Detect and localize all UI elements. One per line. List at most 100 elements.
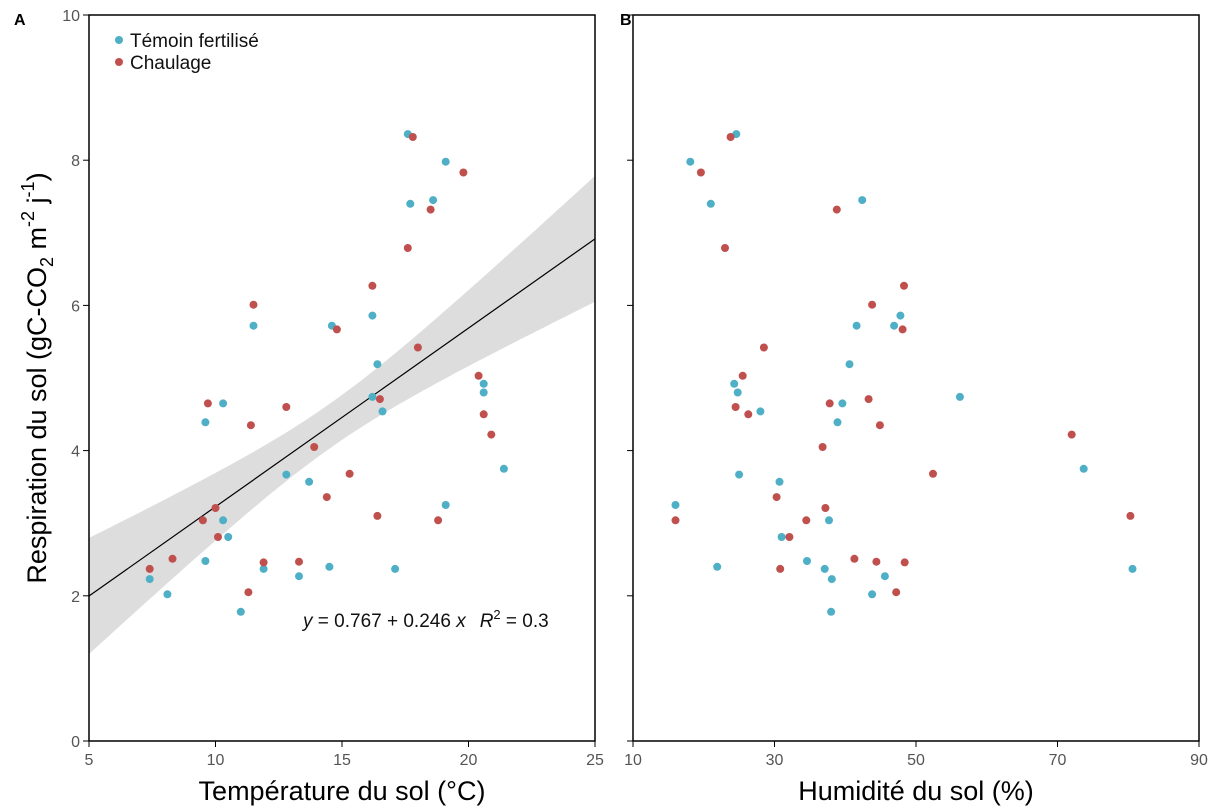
point-chaulage (696, 168, 705, 177)
point-temoin (499, 464, 508, 473)
x-tick-label: 10 (207, 752, 225, 769)
point-temoin (224, 533, 233, 541)
point-chaulage (818, 443, 827, 451)
point-temoin (845, 360, 854, 369)
point-chaulage (368, 281, 377, 290)
axis-ticks-b: 10 30 50 70 90 (624, 14, 1208, 769)
point-chaulage (731, 403, 740, 411)
y-tick-label: 0 (71, 734, 80, 751)
point-temoin (896, 311, 905, 320)
x-axis-title-b: Humidité du sol (%) (798, 776, 1034, 806)
point-chaulage (203, 399, 212, 408)
panel-a: A 5 10 15 20 25 0 2 4 6 8 10 Température du sol (°… (14, 8, 604, 806)
y-tick-label: 6 (71, 298, 80, 315)
point-chaulage (434, 516, 443, 525)
point-temoin (775, 477, 784, 486)
point-chaulage (214, 533, 222, 541)
x-tick-label: 20 (460, 752, 478, 769)
point-chaulage (850, 554, 859, 563)
point-chaulage (413, 343, 422, 352)
point-chaulage (802, 516, 811, 525)
x-tick-label: 90 (1190, 752, 1208, 769)
point-temoin (735, 470, 744, 479)
point-temoin (733, 388, 742, 397)
point-temoin (777, 533, 786, 541)
regression-line (88, 238, 596, 597)
point-temoin (713, 562, 722, 571)
point-chaulage (868, 300, 877, 309)
data-points-a (145, 130, 508, 616)
point-temoin (827, 575, 836, 584)
point-chaulage (772, 493, 781, 502)
point-temoin (163, 590, 172, 599)
point-chaulage (479, 410, 488, 419)
point-chaulage (832, 205, 841, 214)
point-temoin (833, 418, 842, 427)
x-tick-label: 70 (1049, 752, 1067, 769)
point-chaulage (373, 511, 382, 520)
x-tick-label: 25 (586, 752, 604, 769)
point-chaulage (310, 443, 319, 451)
point-chaulage (408, 133, 417, 141)
point-temoin (378, 407, 387, 416)
point-chaulage (744, 410, 753, 419)
point-chaulage (821, 504, 830, 512)
point-temoin (368, 392, 377, 401)
point-chaulage (198, 516, 207, 525)
point-chaulage (900, 281, 908, 290)
point-chaulage (259, 558, 268, 567)
point-chaulage (825, 399, 834, 408)
point-temoin (391, 564, 400, 573)
point-chaulage (345, 469, 354, 478)
point-chaulage (738, 371, 747, 380)
x-tick-label: 15 (333, 752, 351, 769)
point-temoin (479, 388, 488, 397)
plot-frame-b (632, 14, 1200, 742)
point-chaulage (426, 205, 435, 214)
point-chaulage (249, 300, 258, 309)
point-chaulage (211, 504, 220, 512)
point-temoin (730, 379, 739, 388)
x-tick-label: 10 (624, 752, 642, 769)
panel-label-b: B (620, 12, 632, 29)
legend-marker-temoin (115, 36, 123, 44)
point-chaulage (785, 533, 794, 541)
point-chaulage (459, 168, 468, 177)
point-chaulage (375, 395, 384, 404)
point-chaulage (864, 395, 873, 404)
point-temoin (706, 199, 715, 208)
point-chaulage (671, 516, 680, 525)
point-temoin (219, 399, 228, 408)
point-temoin (890, 321, 899, 330)
point-temoin (282, 470, 291, 479)
point-temoin (429, 196, 438, 205)
point-temoin (368, 311, 377, 320)
legend: Témoin fertilisé Chaulage (115, 31, 259, 74)
x-tick-label: 30 (766, 752, 784, 769)
point-chaulage (246, 421, 255, 430)
point-chaulage (322, 493, 331, 502)
point-temoin (838, 399, 847, 408)
point-temoin (479, 379, 488, 388)
point-temoin (827, 607, 836, 616)
x-tick-label: 50 (907, 752, 925, 769)
point-chaulage (487, 430, 496, 439)
point-temoin (201, 557, 210, 565)
point-chaulage (332, 325, 341, 334)
point-chaulage (898, 325, 907, 334)
point-temoin (852, 321, 861, 330)
data-points-b (671, 130, 1137, 616)
point-temoin (325, 562, 334, 571)
point-chaulage (282, 403, 291, 411)
point-chaulage (474, 371, 483, 380)
point-temoin (201, 418, 210, 427)
point-temoin (955, 392, 964, 401)
x-axis-title-a: Température du sol (°C) (199, 776, 486, 806)
point-temoin (1079, 464, 1088, 473)
point-temoin (305, 477, 314, 486)
point-temoin (820, 564, 829, 573)
point-temoin (441, 501, 450, 509)
point-chaulage (776, 564, 785, 573)
point-temoin (880, 572, 889, 581)
point-temoin (373, 360, 382, 369)
